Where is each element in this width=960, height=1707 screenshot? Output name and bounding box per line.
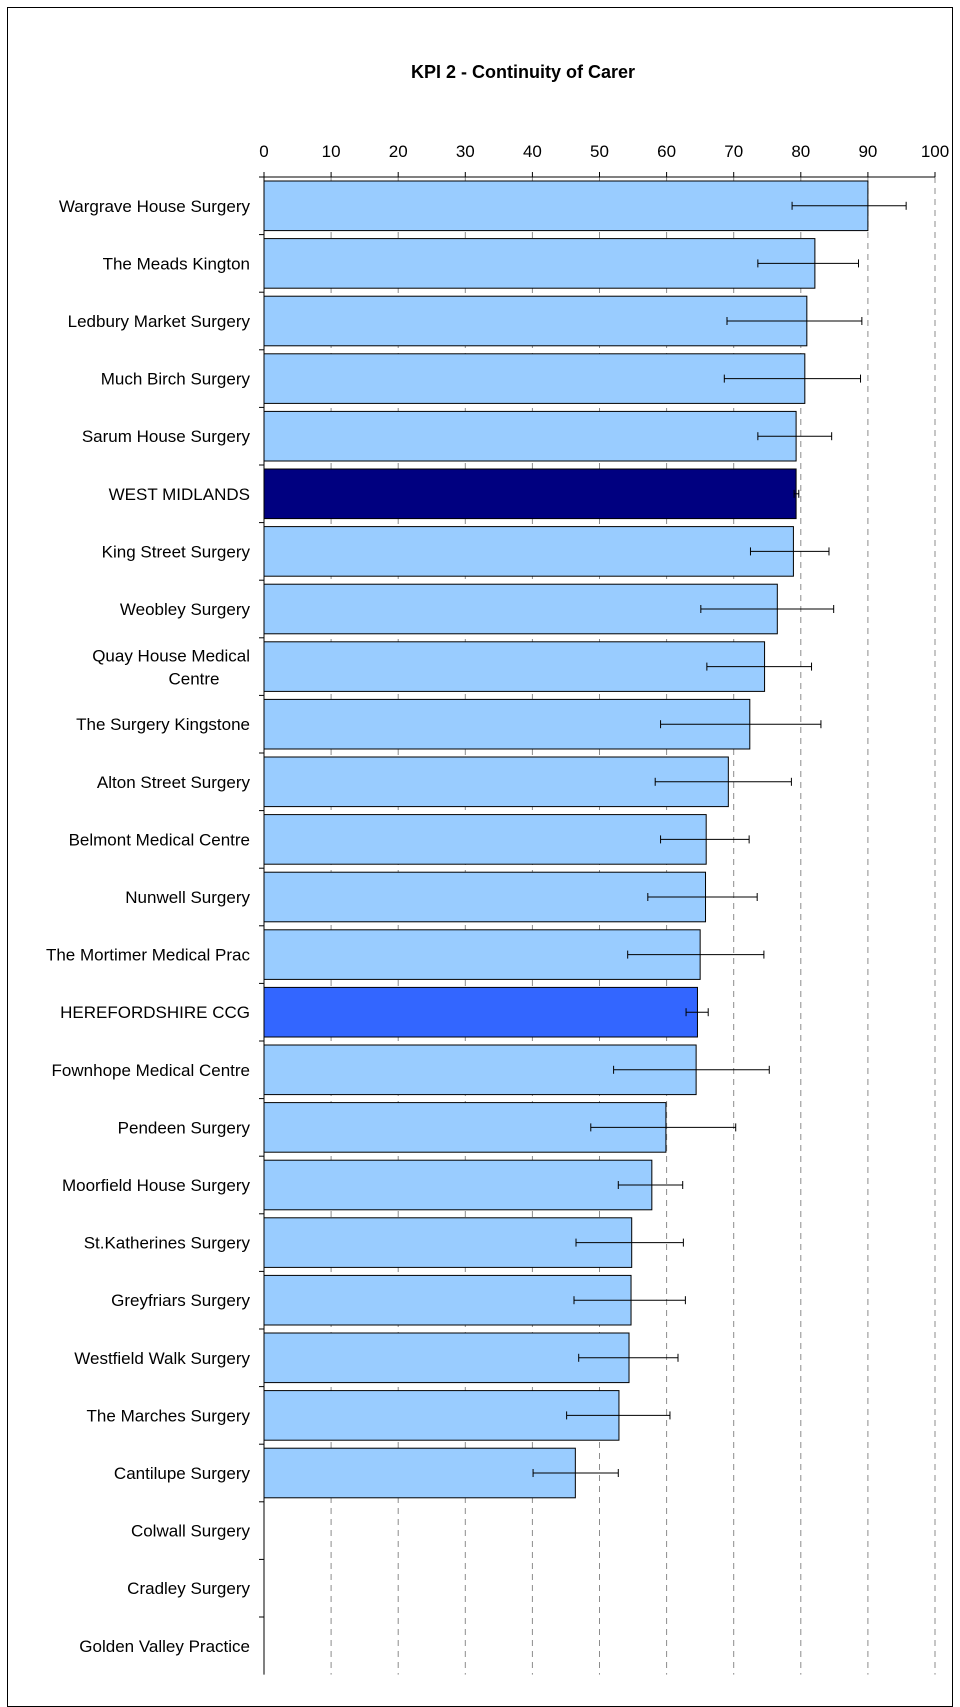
category-label: Ledbury Market Surgery [68,312,251,331]
x-tick-label: 100 [921,142,949,161]
category-label: St.Katherines Surgery [84,1234,251,1253]
error-bars [532,201,907,1477]
category-label: Colwall Surgery [131,1522,251,1541]
category-label: Belmont Medical Centre [69,830,250,849]
category-label: Fownhope Medical Centre [52,1061,250,1080]
category-label: Alton Street Surgery [97,773,251,792]
bar [263,180,869,232]
category-label: Cradley Surgery [127,1579,250,1598]
category-label: Wargrave House Surgery [59,197,251,216]
category-label: The Marches Surgery [87,1406,251,1425]
bar [263,756,729,808]
category-label: Nunwell Surgery [125,888,250,907]
category-label: Westfield Walk Surgery [74,1349,250,1368]
bar [263,1217,633,1268]
axes [259,172,936,1675]
category-label: HEREFORDSHIRE CCG [60,1003,250,1022]
category-label-line: Centre [168,670,219,689]
x-tick-labels: 0 10 20 30 40 50 60 70 80 90 100 [259,142,949,161]
x-tick-label: 0 [259,142,268,161]
bar [263,1447,576,1499]
bar [263,410,797,462]
category-label: Pendeen Surgery [118,1118,251,1137]
x-tick-label: 30 [456,142,475,161]
x-tick-label: 70 [724,142,743,161]
category-label: King Street Surgery [102,542,251,561]
chart-title: KPI 2 - Continuity of Carer [411,62,635,82]
category-label: Greyfriars Surgery [111,1291,250,1310]
bar [263,1274,632,1326]
bar [263,353,806,404]
x-tick-label: 20 [389,142,408,161]
category-label: Sarum House Surgery [82,427,251,446]
bar [263,526,794,577]
x-tick-label: 60 [657,142,676,161]
category-label-line: Quay House Medical [92,647,250,666]
bar [263,1390,620,1441]
bar [263,468,797,520]
bar [263,1159,653,1211]
bar [263,583,778,635]
bar [263,814,707,865]
bar [263,641,766,692]
x-tick-label: 10 [322,142,341,161]
bar [263,986,698,1038]
bars [263,180,869,1499]
category-label: Weobley Surgery [120,600,251,619]
bar [263,871,707,923]
category-label: Golden Valley Practice [79,1637,250,1656]
x-tick-label: 50 [590,142,609,161]
category-label: The Meads Kington [103,254,250,273]
category-label: Cantilupe Surgery [114,1464,251,1483]
bar [263,238,816,289]
category-label: WEST MIDLANDS [109,485,250,504]
x-tick-label: 90 [858,142,877,161]
category-labels: Wargrave House Surgery The Meads Kington L… [46,197,251,1656]
category-label: Quay House Medical Centre [92,647,250,689]
bar [263,1332,630,1384]
category-label: The Surgery Kingstone [76,715,250,734]
x-tick-label: 40 [523,142,542,161]
x-tick-label: 80 [791,142,810,161]
category-label: Much Birch Surgery [101,370,251,389]
category-label: The Mortimer Medical Prac [46,946,251,965]
bar [263,295,808,347]
category-label: Moorfield House Surgery [62,1176,251,1195]
